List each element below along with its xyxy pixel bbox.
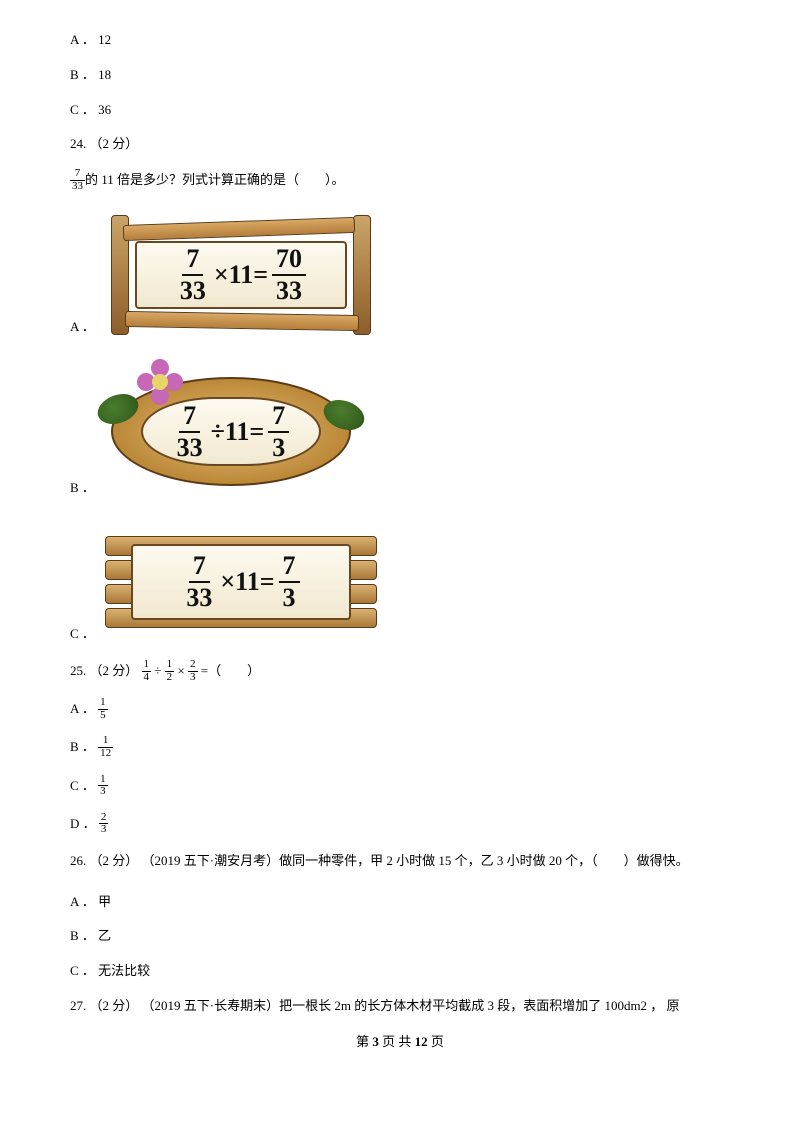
frac-den: 12 (98, 748, 113, 760)
q25-option-d: D ． 23 (70, 813, 730, 837)
q27-text: 27. （2 分） （2019 五下·长寿期末）把一根长 2m 的长方体木材平均… (70, 996, 730, 1017)
opt-frac: 23 (99, 812, 109, 836)
q24-header: 24. （2 分） (70, 134, 730, 155)
sign-board: 733 ×11= 7033 (135, 241, 347, 309)
footer-post: 页 (428, 1034, 444, 1049)
opt-label: B ． (70, 740, 98, 755)
opt-frac: 15 (98, 697, 108, 721)
flower-icon (137, 359, 183, 405)
q24-opt-b-label: B ． (70, 477, 95, 500)
q25-f2: 12 (165, 659, 175, 683)
q26-text: 26. （2 分） （2019 五下·潮安月考）做同一种零件，甲 2 小时做 1… (70, 851, 730, 872)
wood-plank-icon (123, 217, 355, 241)
eq-num: 7 (279, 553, 300, 583)
eq-op: ×11= (220, 567, 274, 597)
opt-label: D ． (70, 816, 99, 831)
frac-den: 3 (99, 824, 109, 836)
q26-option-b: B ． 乙 (70, 926, 730, 947)
frac-den: 5 (98, 710, 108, 722)
q24-frac-den: 33 (70, 181, 85, 193)
frac-den: 4 (142, 672, 152, 684)
q25-f1: 14 (142, 659, 152, 683)
eq-num: 7 (179, 403, 200, 433)
eq-den: 33 (272, 276, 306, 304)
eq-num: 7 (268, 403, 289, 433)
q24-question: 7 33 的 11 倍是多少？列式计算正确的是（ ）。 (70, 169, 730, 193)
frac-den: 3 (98, 786, 108, 798)
frac-den: 2 (165, 672, 175, 684)
eq-den: 33 (182, 583, 216, 611)
q23-option-c: C ． 36 (70, 100, 730, 121)
eq-den: 3 (268, 433, 289, 461)
q23-option-a: A ． 12 (70, 30, 730, 51)
q25-f3: 23 (188, 659, 198, 683)
footer-total: 12 (415, 1034, 428, 1049)
q25-option-b: B ． 112 (70, 736, 730, 760)
page-footer: 第 3 页 共 12 页 (70, 1031, 730, 1050)
frac-num: 2 (188, 659, 198, 672)
eq-num: 7 (189, 553, 210, 583)
frac-den: 3 (188, 672, 198, 684)
opt-frac: 13 (98, 774, 108, 798)
footer-pre: 第 (356, 1034, 372, 1049)
sign-board: 733 ×11= 73 (131, 544, 351, 620)
eq-op: ×11= (214, 260, 268, 290)
q23-option-b: B ． 18 (70, 65, 730, 86)
q25-option-a: A ． 15 (70, 698, 730, 722)
frac-num: 1 (142, 659, 152, 672)
q24-opt-a-label: A ． (70, 316, 95, 339)
opt-label: C ． (70, 778, 98, 793)
q25-option-c: C ． 13 (70, 775, 730, 799)
equation-b: 733 ÷11= 73 (173, 403, 290, 461)
q24-fraction: 7 33 (70, 168, 85, 192)
wood-plank-icon (125, 311, 359, 331)
q24-frac-num: 7 (70, 168, 85, 181)
q24-sign-c: 733 ×11= 73 (101, 522, 381, 642)
eq-op: ÷11= (211, 417, 265, 447)
q24-tail: 的 11 倍是多少？列式计算正确的是（ ）。 (85, 172, 345, 187)
eq-den: 3 (279, 583, 300, 611)
q24-sign-b: 733 ÷11= 73 (101, 361, 361, 496)
frac-num: 1 (165, 659, 175, 672)
eq-num: 7 (182, 246, 203, 276)
q26-option-a: A ． 甲 (70, 892, 730, 913)
eq-den: 33 (176, 276, 210, 304)
q25-mul: × (177, 663, 188, 678)
q26-option-c: C ． 无法比较 (70, 961, 730, 982)
equation-c: 733 ×11= 73 (182, 553, 299, 611)
sign-board: 733 ÷11= 73 (141, 397, 321, 466)
footer-mid: 页 共 (379, 1034, 415, 1049)
q25-line: 25. （2 分） 14 ÷ 12 × 23 =（ ） (70, 660, 730, 684)
q24-opt-c-label: C ． (70, 623, 95, 646)
equation-a: 733 ×11= 7033 (176, 246, 306, 304)
q25-prefix: 25. （2 分） (70, 663, 142, 678)
q25-div: ÷ (154, 663, 164, 678)
eq-den: 33 (173, 433, 207, 461)
eq-num: 70 (272, 246, 306, 276)
opt-frac: 112 (98, 735, 113, 759)
q25-tail: =（ ） (201, 663, 260, 678)
opt-label: A ． (70, 701, 98, 716)
q24-sign-a: 733 ×11= 7033 (101, 215, 381, 335)
